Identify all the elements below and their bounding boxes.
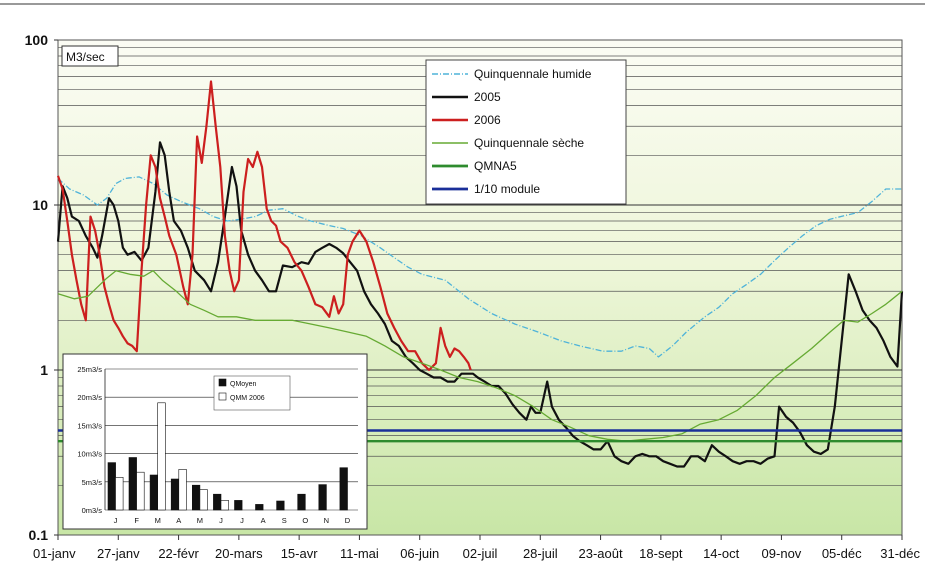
y-tick-label: 10 — [32, 197, 48, 213]
x-tick-label: 31-déc — [880, 546, 920, 561]
inset-bar — [297, 493, 306, 511]
x-tick-label: 06-juin — [400, 546, 439, 561]
inset-bar — [107, 462, 116, 511]
inset-x-tick-label: J — [114, 516, 118, 525]
x-tick-label: 18-sept — [639, 546, 683, 561]
inset-y-tick-label: 20m3/s — [77, 393, 102, 402]
series-line — [56, 141, 904, 468]
inset-bar — [339, 467, 348, 511]
inset-legend: QMoyen QMM 2006 — [213, 375, 291, 411]
y-tick-label: 1 — [40, 362, 48, 378]
inset-bar — [234, 500, 243, 511]
inset-x-tick-label: D — [345, 516, 351, 525]
inset-bar — [220, 500, 229, 511]
inset-bar — [136, 471, 145, 511]
inset-legend-swatch — [218, 378, 227, 387]
inset-y-ticks: 0m3/s 5m3/s 10m3/s 15m3/s 20m3/s 25m3/s — [77, 365, 102, 515]
inset-x-tick-label: F — [134, 516, 139, 525]
inset-bar — [157, 402, 166, 511]
y-axis-ticks: 0.1 1 10 100 — [25, 32, 58, 543]
inset-x-tick-label: M — [155, 516, 161, 525]
unit-box: M3/sec — [61, 45, 119, 67]
legend-box — [425, 59, 627, 205]
inset-x-tick-label: M — [197, 516, 203, 525]
inset-bar — [213, 493, 222, 511]
inset-x-tick-label: A — [261, 516, 266, 525]
series-line — [57, 270, 903, 442]
inset-x-tick-label: N — [324, 516, 329, 525]
legend-label: Quinquennale sèche — [474, 136, 584, 150]
x-tick-label: 15-avr — [281, 546, 319, 561]
x-tick-label: 14-oct — [703, 546, 740, 561]
legend-label: 2005 — [474, 90, 501, 104]
inset-x-tick-label: J — [240, 516, 244, 525]
inset-legend-label: QMM 2006 — [230, 395, 265, 402]
x-tick-label: 11-mai — [340, 546, 379, 561]
inset-bar — [199, 489, 208, 511]
inset-x-tick-label: J — [219, 516, 223, 525]
x-tick-label: 20-mars — [215, 546, 263, 561]
inset-bar-chart: 0m3/s 5m3/s 10m3/s 15m3/s 20m3/s 25m3/s J F M A M… — [62, 353, 368, 530]
inset-bar — [318, 484, 327, 511]
inset-bar — [178, 469, 187, 511]
inset-bar — [149, 474, 159, 511]
x-tick-label: 09-nov — [762, 546, 802, 561]
inset-x-tick-label: S — [282, 516, 287, 525]
x-tick-label: 05-déc — [822, 546, 862, 561]
x-tick-label: 27-janv — [97, 546, 140, 561]
inset-x-tick-label: O — [302, 516, 308, 525]
y-tick-label: 100 — [25, 32, 49, 48]
x-tick-label: 23-août — [579, 546, 623, 561]
inset-y-tick-label: 0m3/s — [82, 506, 103, 515]
series-line — [56, 80, 472, 372]
inset-bar — [192, 484, 201, 511]
inset-y-tick-label: 25m3/s — [77, 365, 102, 374]
x-tick-label: 22-févr — [158, 546, 199, 561]
legend-label: QMNA5 — [474, 159, 517, 173]
inset-bar — [255, 504, 264, 511]
legend: Quinquennale humide 2005 2006 Quinquennale … — [425, 59, 627, 205]
inset-legend-box — [213, 375, 291, 411]
inset-bar — [170, 478, 180, 511]
inset-legend-swatch — [218, 392, 227, 401]
legend-label: Quinquennale humide — [474, 67, 592, 81]
unit-label: M3/sec — [66, 50, 105, 64]
inset-legend-label: QMoyen — [230, 381, 257, 388]
x-tick-label: 01-janv — [33, 546, 76, 561]
inset-y-tick-label: 5m3/s — [82, 478, 103, 487]
inset-y-tick-label: 15m3/s — [77, 421, 102, 430]
y-tick-label: 0.1 — [29, 527, 49, 543]
legend-label: 2006 — [474, 113, 501, 127]
inset-x-tick-label: A — [176, 516, 181, 525]
x-axis-ticks: 01-janv 27-janv 22-févr 20-mars 15-avr 11-mai… — [33, 535, 920, 561]
inset-bar — [276, 500, 285, 511]
inset-bar — [128, 457, 137, 511]
inset-bar — [115, 476, 124, 511]
inset-bars — [107, 402, 348, 511]
inset-y-tick-label: 10m3/s — [77, 450, 102, 459]
x-tick-label: 02-juil — [463, 546, 498, 561]
legend-label: 1/10 module — [474, 182, 540, 196]
x-tick-label: 28-juil — [523, 546, 558, 561]
